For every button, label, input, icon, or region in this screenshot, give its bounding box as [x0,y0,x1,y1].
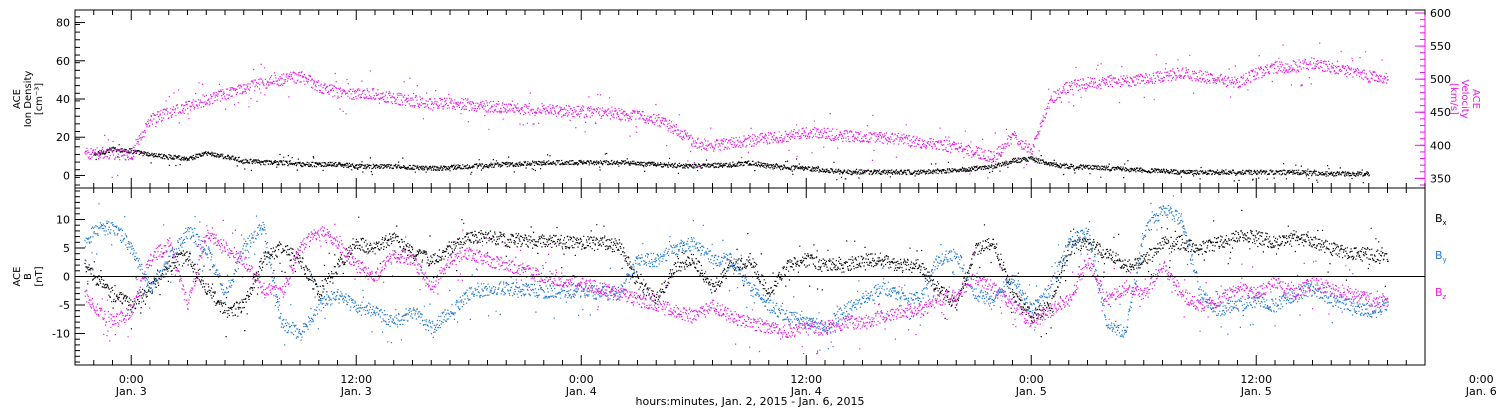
legend-subscript: y [1443,256,1447,264]
left-tick-label: 40 [56,93,70,106]
right-tick-label: 350 [1430,172,1451,185]
left-tick-label: -5 [59,299,70,312]
right-tick-label: 400 [1430,139,1451,152]
x-tick-time: 0:00 [1469,373,1494,386]
left-tick-label: 20 [56,131,70,144]
x-tick-time: 12:00 [790,373,822,386]
x-tick-time: 12:00 [1240,373,1272,386]
legend-label: B [1435,212,1443,225]
x-tick-time: 12:00 [340,373,372,386]
legend-label: B [1435,249,1443,262]
right-tick-label: 550 [1430,40,1451,53]
x-tick-date: Jan. 4 [565,385,597,398]
x-axis-title: hours:minutes, Jan. 2, 2015 - Jan. 6, 20… [636,395,865,408]
left-tick-label: 5 [63,242,70,255]
x-tick-time: 0:00 [1019,373,1044,386]
right-tick-label: 450 [1430,106,1451,119]
legend-label: B [1435,286,1443,299]
left-tick-label: -10 [52,328,70,341]
data-points-left [93,144,1370,184]
right-axis-title-line: [km/s] [1448,83,1459,115]
left-axis-title-line: [cm⁻³] [34,83,45,115]
left-axis-title-line: Ion Density [23,71,34,128]
top-panel-marks [84,42,1389,184]
x-tick-date: Jan. 3 [115,385,147,398]
left-axis-title-0: ACE Ion Density [cm⁻³] [12,71,45,128]
left-tick-label: 0 [63,271,70,284]
left-axis-title-line: ACE [12,267,23,287]
x-tick-date: Jan. 3 [340,385,372,398]
legend-subscript: z [1443,293,1447,301]
left-axis-title-1: ACE B [nT] [12,266,45,286]
series-left-axis [93,144,1370,184]
legend-By: By [1435,249,1447,264]
axis-ticks [74,10,1426,365]
x-tick-date: Jan. 5 [1015,385,1047,398]
x-tick-date: Jan. 5 [1240,385,1272,398]
left-tick-label: 0 [63,169,70,182]
x-tick-date: Jan. 6 [1465,385,1497,398]
right-tick-label: 600 [1430,7,1451,20]
left-axis-title-line: ACE [12,89,23,109]
right-axis-title-line: ACE [1470,89,1481,109]
left-tick-label: 80 [56,17,70,30]
left-tick-label: 10 [56,214,70,227]
right-tick-label: 500 [1430,73,1451,86]
left-tick-label: 60 [56,55,70,68]
legend-Bz: Bz [1435,286,1447,301]
x-tick-date: Jan. 4 [790,385,822,398]
legend-subscript: x [1443,219,1447,227]
right-axis-title-line: Velocity [1459,79,1470,118]
legend-Bx: Bx [1435,212,1447,227]
x-tick-time: 0:00 [119,373,144,386]
x-tick-time: 0:00 [569,373,594,386]
left-axis-title-line: [nT] [34,266,45,286]
left-axis-title-line: B [23,273,34,280]
